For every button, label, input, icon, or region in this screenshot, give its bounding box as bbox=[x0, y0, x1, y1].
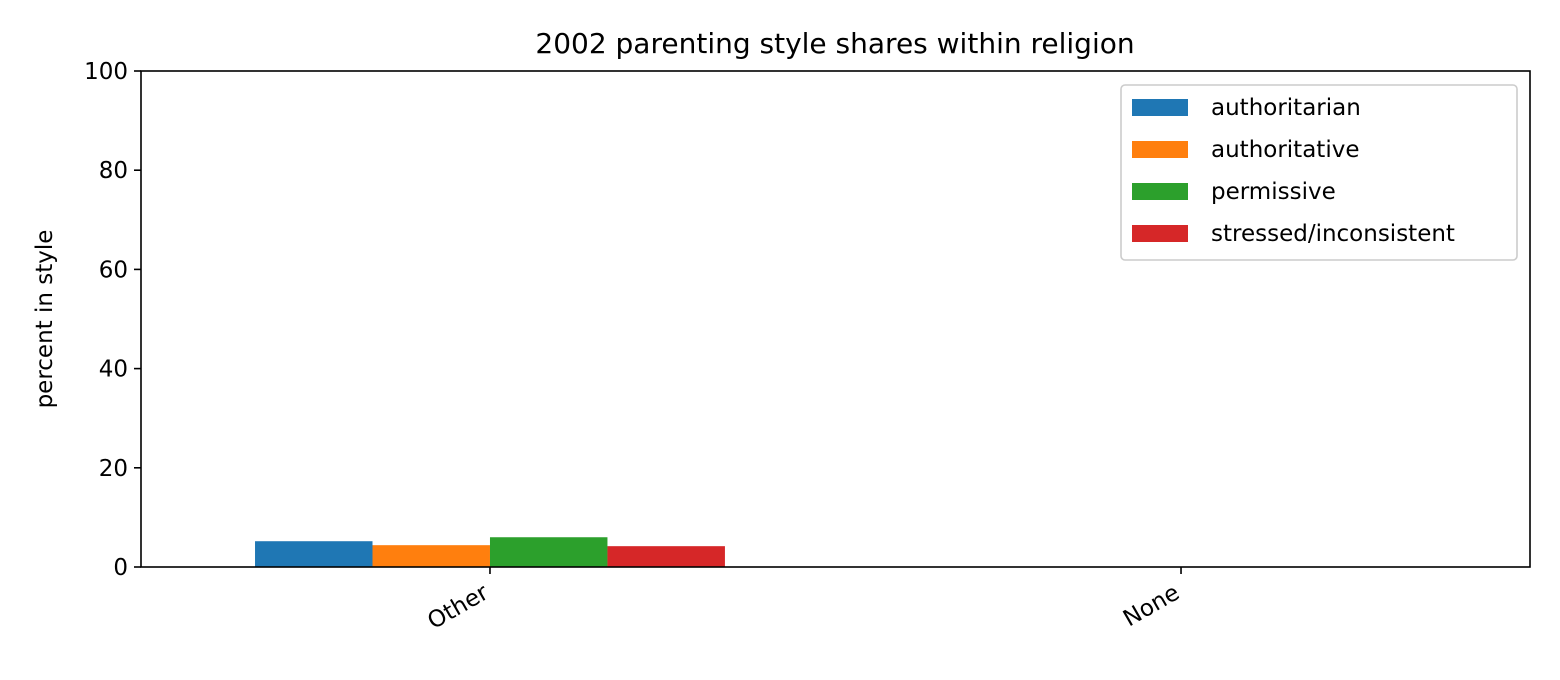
y-tick-label: 40 bbox=[99, 357, 128, 383]
y-axis-label: percent in style bbox=[32, 230, 58, 409]
y-axis: 0 20 40 60 80 100 bbox=[84, 59, 141, 581]
y-tick-label: 60 bbox=[99, 257, 128, 283]
chart-title: 2002 parenting style shares within relig… bbox=[535, 27, 1134, 60]
bar bbox=[255, 541, 373, 567]
legend-swatch bbox=[1132, 225, 1188, 242]
legend-label: authoritative bbox=[1211, 137, 1359, 163]
y-tick-label: 80 bbox=[99, 158, 128, 184]
legend-swatch bbox=[1132, 141, 1188, 158]
legend-label: authoritarian bbox=[1211, 95, 1361, 121]
legend-box bbox=[1120, 84, 1518, 261]
y-tick-label: 20 bbox=[99, 456, 128, 482]
legend-label: permissive bbox=[1211, 179, 1336, 205]
legend-swatch bbox=[1132, 183, 1188, 200]
bar bbox=[489, 537, 608, 567]
bar bbox=[372, 545, 490, 567]
legend-label: stressed/inconsistent bbox=[1211, 221, 1455, 247]
bar bbox=[607, 546, 725, 567]
bars-group bbox=[255, 537, 725, 567]
y-tick-label: 100 bbox=[84, 59, 128, 85]
plot-frame bbox=[140, 70, 1531, 568]
legend-swatch bbox=[1132, 99, 1188, 116]
legend: authoritarian authoritative permissive stre… bbox=[1120, 84, 1518, 261]
y-tick-label: 0 bbox=[113, 555, 128, 581]
